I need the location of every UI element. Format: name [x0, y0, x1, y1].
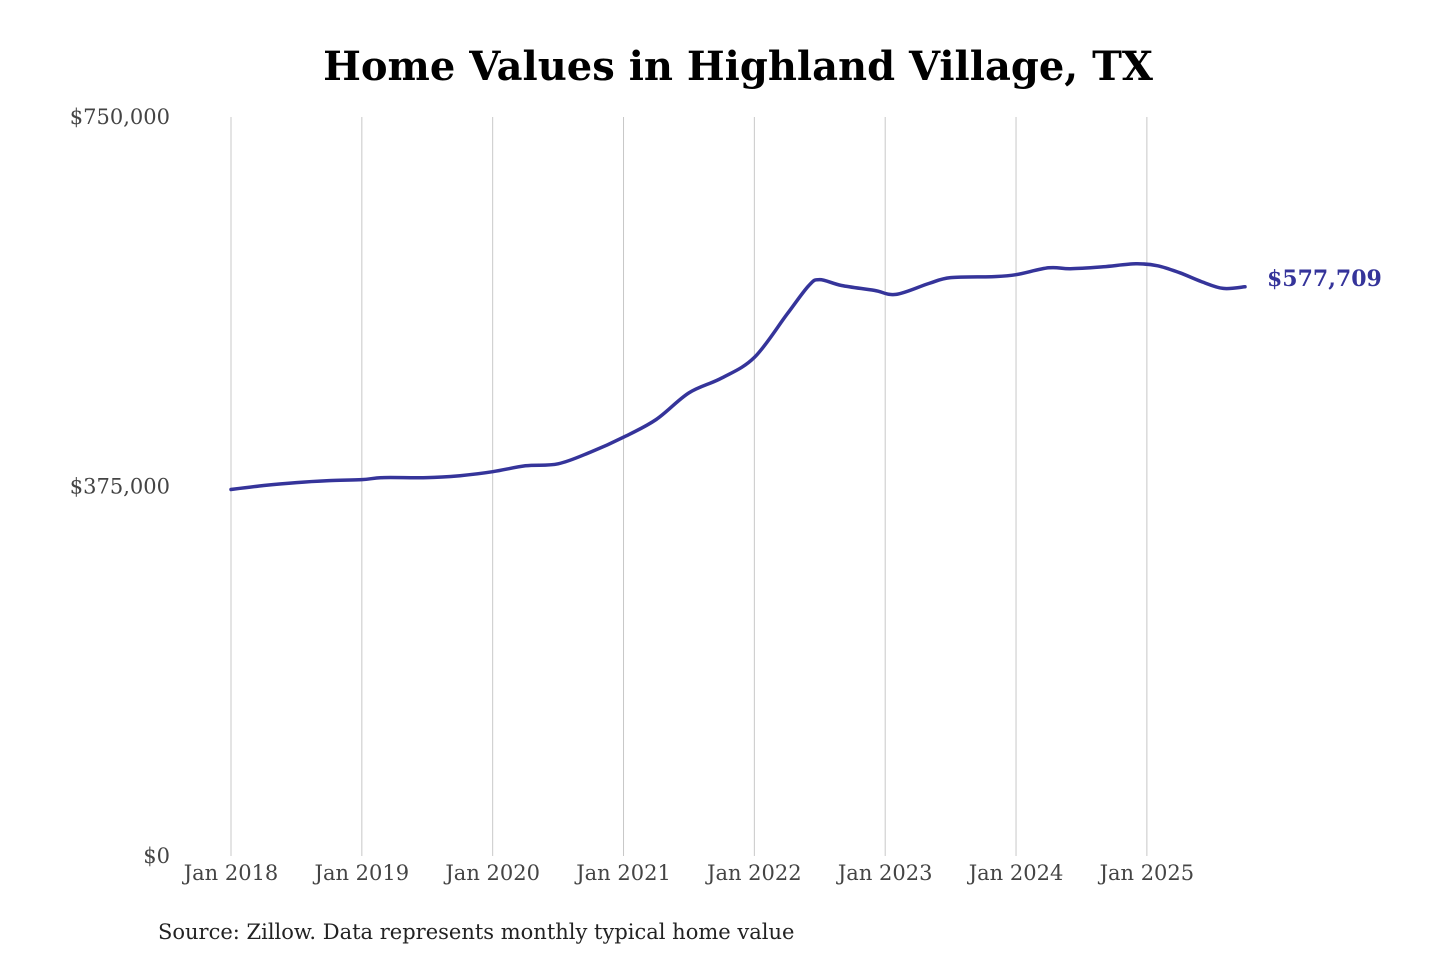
y-axis-tick-labels: $0 $375,000 $750,000: [70, 105, 170, 868]
x-tick-label: Jan 2022: [705, 861, 802, 885]
vertical-gridlines: [230, 117, 1148, 856]
x-tick-label: Jan 2025: [1098, 861, 1195, 885]
x-tick-label: Jan 2018: [182, 861, 279, 885]
x-tick-label: Jan 2019: [313, 861, 410, 885]
y-tick-label: $375,000: [70, 475, 170, 499]
y-tick-label: $0: [143, 844, 170, 868]
x-axis-tick-labels: Jan 2018 Jan 2019 Jan 2020 Jan 2021 Jan 2022…: [182, 861, 1194, 885]
chart-title: Home Values in Highland Village, TX: [323, 43, 1153, 90]
end-value-label: $577,709: [1267, 266, 1382, 292]
x-tick-label: Jan 2021: [574, 861, 671, 885]
y-tick-label: $750,000: [70, 105, 170, 129]
x-tick-label: Jan 2023: [836, 861, 933, 885]
x-tick-label: Jan 2024: [967, 861, 1064, 885]
x-tick-label: Jan 2020: [443, 861, 540, 885]
source-note: Source: Zillow. Data represents monthly …: [158, 920, 794, 944]
home-value-line: [229, 262, 1247, 492]
series-line-group: [229, 262, 1247, 492]
